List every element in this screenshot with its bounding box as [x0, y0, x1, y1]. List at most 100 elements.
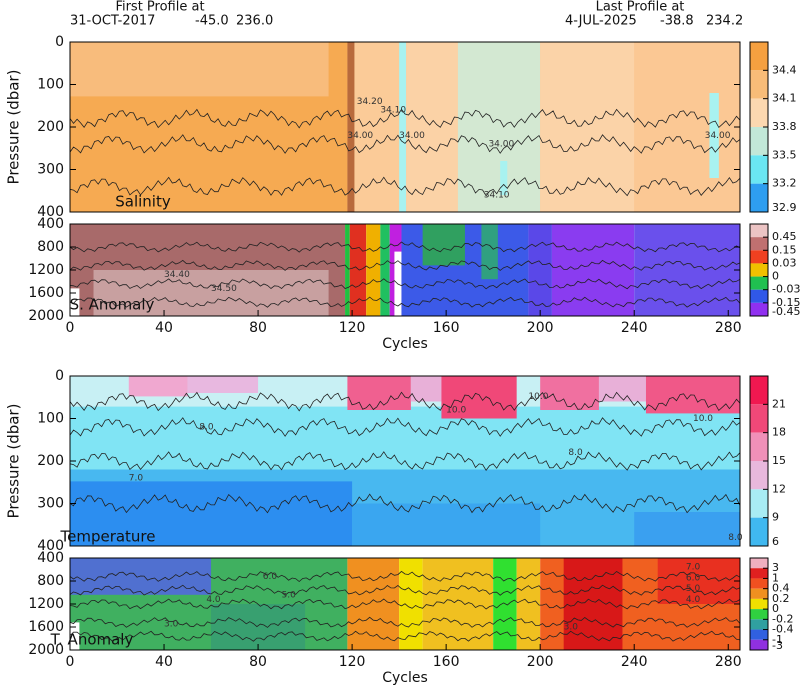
colorbar-label: -0.2 — [772, 612, 793, 625]
y-tick-label: 200 — [37, 453, 64, 469]
contour-line — [69, 493, 741, 514]
colorbar-band — [750, 598, 768, 610]
colorbar-label: 0.15 — [772, 243, 797, 256]
colorbar-label: 0.2 — [772, 592, 790, 605]
colorbar-band — [750, 568, 768, 579]
field-patch — [70, 481, 353, 546]
x-tick-label: 200 — [527, 654, 554, 670]
contour-label: 34.00 — [347, 131, 373, 141]
x-tick-label: 240 — [621, 320, 648, 336]
contour-line — [69, 598, 741, 610]
colorbar-label: -3 — [772, 639, 783, 652]
colorbar-label: 12 — [772, 482, 786, 495]
contour-label: 34.20 — [357, 97, 383, 107]
colorbar-band — [750, 432, 768, 461]
y-tick-label: 300 — [37, 496, 64, 512]
contour-line — [69, 241, 741, 253]
first-date: 31-OCT-2017 — [70, 14, 155, 29]
contour-label: 5.0 — [686, 584, 701, 594]
colorbar-band — [750, 250, 768, 264]
colorbar-label: -0.45 — [772, 305, 800, 318]
colorbar-label: 9 — [772, 511, 779, 524]
y-tick-label: 2000 — [28, 308, 64, 324]
contour-label: 5.0 — [282, 590, 297, 600]
colorbar-band — [750, 489, 768, 518]
colorbar-label: 33.5 — [772, 148, 797, 161]
x-tick-label: 80 — [249, 654, 267, 670]
colorbar-band — [750, 155, 768, 184]
x-tick-label: 160 — [433, 320, 460, 336]
field-patch — [347, 376, 411, 410]
x-tick-label: 0 — [66, 320, 75, 336]
contour-label: 6.0 — [263, 572, 278, 582]
last-date: 4-JUL-2025 — [565, 14, 637, 29]
contour-label: 8.0 — [199, 423, 214, 433]
field-patch — [347, 42, 355, 212]
field-patch — [528, 224, 552, 316]
colorbar-band — [750, 619, 768, 630]
panel: 10.0 8.0 10.0 10.0 8.0 7.0 8.0 — [69, 376, 743, 546]
y-tick-label: 200 — [37, 119, 64, 135]
x-tick-label: 280 — [715, 320, 742, 336]
field-patch — [709, 93, 719, 178]
y-tick-label: 1600 — [28, 285, 64, 301]
contour-line — [69, 278, 741, 290]
colorbar-label: 6 — [772, 535, 779, 548]
contour-label: 34.00 — [488, 140, 514, 150]
contour-label: 34.50 — [211, 284, 237, 294]
colorbar-band — [750, 404, 768, 433]
contour-line — [69, 451, 741, 472]
contour-line — [69, 570, 741, 583]
panel: 6.05.04.03.07.06.05.04.03.0 — [69, 558, 741, 650]
colorbar-band — [750, 237, 768, 251]
field-patch — [187, 376, 259, 393]
colorbar-band — [750, 517, 768, 546]
y-tick-label: 100 — [37, 77, 64, 93]
contour-label: 4.0 — [206, 595, 221, 605]
contour-label: 7.0 — [129, 474, 144, 484]
last-label: Last Profile at — [596, 0, 685, 15]
field-patch — [70, 42, 329, 97]
x-tick-label: 40 — [155, 320, 173, 336]
colorbar-label: 33.8 — [772, 120, 797, 133]
y-tick-label: 400 — [37, 538, 64, 554]
colorbar-band — [750, 289, 768, 303]
colorbar-label: -1 — [772, 633, 783, 646]
field-patch — [540, 376, 599, 410]
field-patch — [399, 558, 423, 650]
colorbar-label: 0 — [772, 602, 779, 615]
contour-line — [69, 176, 741, 197]
panel-title: T. Anomaly — [50, 631, 134, 649]
contour-line — [69, 108, 741, 129]
y-tick-label: 800 — [37, 239, 64, 255]
first-label: First Profile at — [115, 0, 204, 15]
colorbar-band — [750, 127, 768, 156]
panel: 34.40 34.50 — [69, 224, 741, 316]
field-patch — [634, 512, 740, 546]
field-patch — [128, 376, 188, 397]
contour-label: 8.0 — [568, 448, 583, 458]
contour-label: 34.00 — [705, 131, 731, 141]
contour-label: 34.40 — [164, 270, 190, 280]
contour-label: 34.00 — [399, 131, 425, 141]
panel-title: Salinity — [115, 193, 171, 211]
colorbar-frame — [749, 557, 769, 651]
colorbar-band — [750, 639, 768, 650]
y-tick-label: 400 — [37, 216, 64, 232]
colorbar-band — [750, 461, 768, 490]
colorbar-band — [750, 263, 768, 277]
colorbar-band — [750, 578, 768, 589]
colorbar-band — [750, 276, 768, 290]
y-axis-label: Pressure (dbar) — [5, 404, 23, 519]
y-tick-label: 2000 — [28, 642, 64, 658]
contour-label: 8.0 — [728, 533, 743, 543]
colorbar-label: 0.45 — [772, 230, 797, 243]
colorbar-frame — [749, 223, 769, 317]
first-lon: 236.0 — [236, 14, 273, 29]
colorbar-label: 34.4 — [772, 63, 797, 76]
contour-label: 6.0 — [686, 574, 701, 584]
colorbar-label: -0.15 — [772, 296, 800, 309]
x-tick-label: 280 — [715, 654, 742, 670]
colorbar-band — [750, 302, 768, 316]
contour-line — [69, 630, 741, 642]
